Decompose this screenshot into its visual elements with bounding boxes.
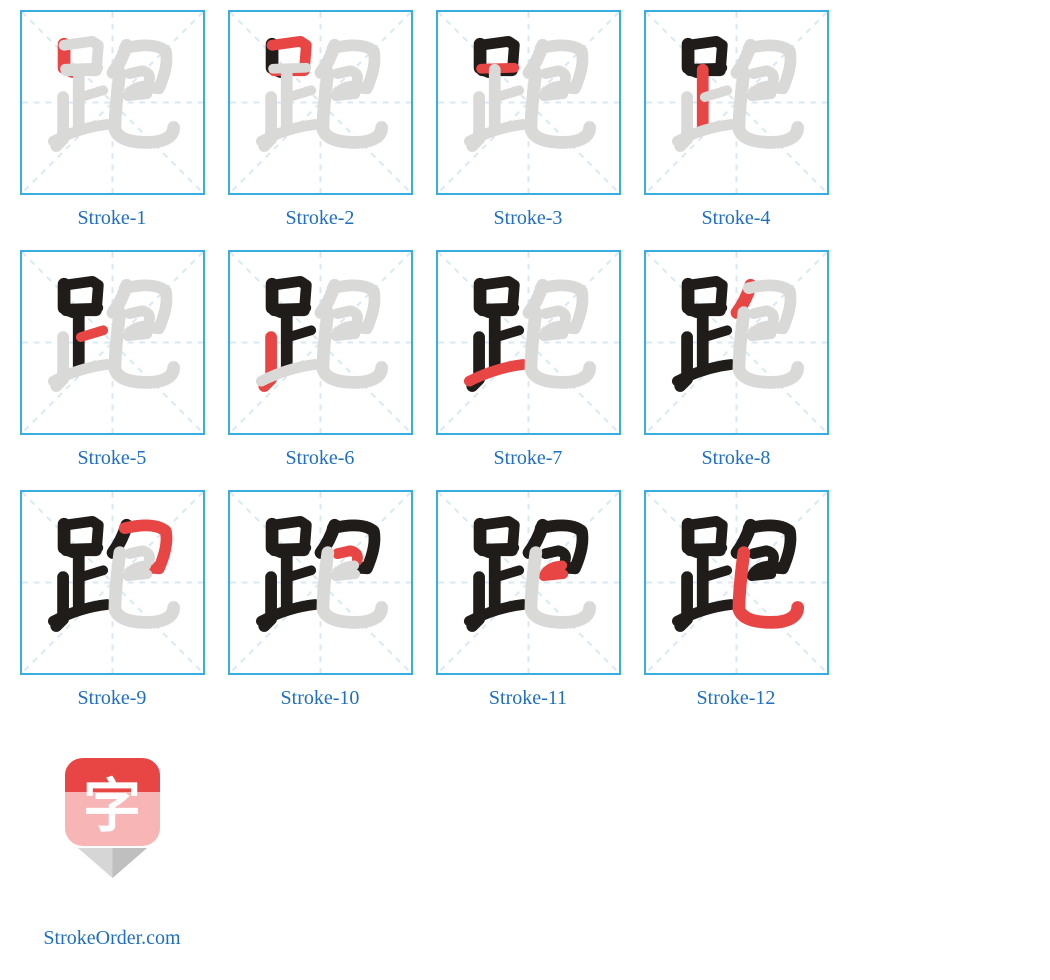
stroke-caption: Stroke-4 (702, 207, 771, 230)
character-svg (230, 252, 411, 433)
stroke-box (644, 250, 829, 435)
stroke-box (644, 490, 829, 675)
logo-caption: StrokeOrder.com (43, 927, 180, 950)
stroke-caption: Stroke-6 (286, 447, 355, 470)
stroke-caption: Stroke-11 (489, 687, 567, 710)
stroke-box (20, 250, 205, 435)
stroke-caption: Stroke-3 (494, 207, 563, 230)
stroke-cell: Stroke-7 (427, 250, 629, 470)
character-svg (646, 492, 827, 673)
stroke-box (20, 490, 205, 675)
stroke-box (436, 10, 621, 195)
stroke-cell: Stroke-5 (11, 250, 213, 470)
stroke-caption: Stroke-2 (286, 207, 355, 230)
stroke-grid: Stroke-1 Stroke-2 Stroke-3 Stroke-4 Stro… (8, 10, 1042, 970)
stroke-cell: Stroke-10 (219, 490, 421, 710)
stroke-cell: Stroke-8 (635, 250, 837, 470)
logo-svg: 字 (20, 730, 205, 915)
character-svg (230, 492, 411, 673)
character-svg (230, 12, 411, 193)
stroke-box (644, 10, 829, 195)
svg-text:字: 字 (82, 774, 140, 839)
stroke-caption: Stroke-9 (78, 687, 147, 710)
stroke-caption: Stroke-12 (697, 687, 776, 710)
stroke-cell: Stroke-1 (11, 10, 213, 230)
character-svg (646, 252, 827, 433)
stroke-caption: Stroke-8 (702, 447, 771, 470)
character-svg (22, 252, 203, 433)
stroke-cell: Stroke-3 (427, 10, 629, 230)
stroke-cell: Stroke-12 (635, 490, 837, 710)
stroke-box (436, 490, 621, 675)
stroke-cell: Stroke-4 (635, 10, 837, 230)
stroke-cell: Stroke-6 (219, 250, 421, 470)
logo-cell: 字 StrokeOrder.com (11, 730, 213, 950)
stroke-caption: Stroke-1 (78, 207, 147, 230)
stroke-cell: Stroke-2 (219, 10, 421, 230)
stroke-box (228, 490, 413, 675)
logo-box: 字 (20, 730, 205, 915)
stroke-caption: Stroke-7 (494, 447, 563, 470)
character-svg (438, 12, 619, 193)
stroke-box (20, 10, 205, 195)
stroke-box (228, 10, 413, 195)
stroke-caption: Stroke-10 (281, 687, 360, 710)
stroke-cell: Stroke-9 (11, 490, 213, 710)
character-svg (22, 492, 203, 673)
stroke-caption: Stroke-5 (78, 447, 147, 470)
character-svg (438, 492, 619, 673)
character-svg (438, 252, 619, 433)
stroke-box (436, 250, 621, 435)
character-svg (646, 12, 827, 193)
stroke-box (228, 250, 413, 435)
stroke-cell: Stroke-11 (427, 490, 629, 710)
character-svg (22, 12, 203, 193)
